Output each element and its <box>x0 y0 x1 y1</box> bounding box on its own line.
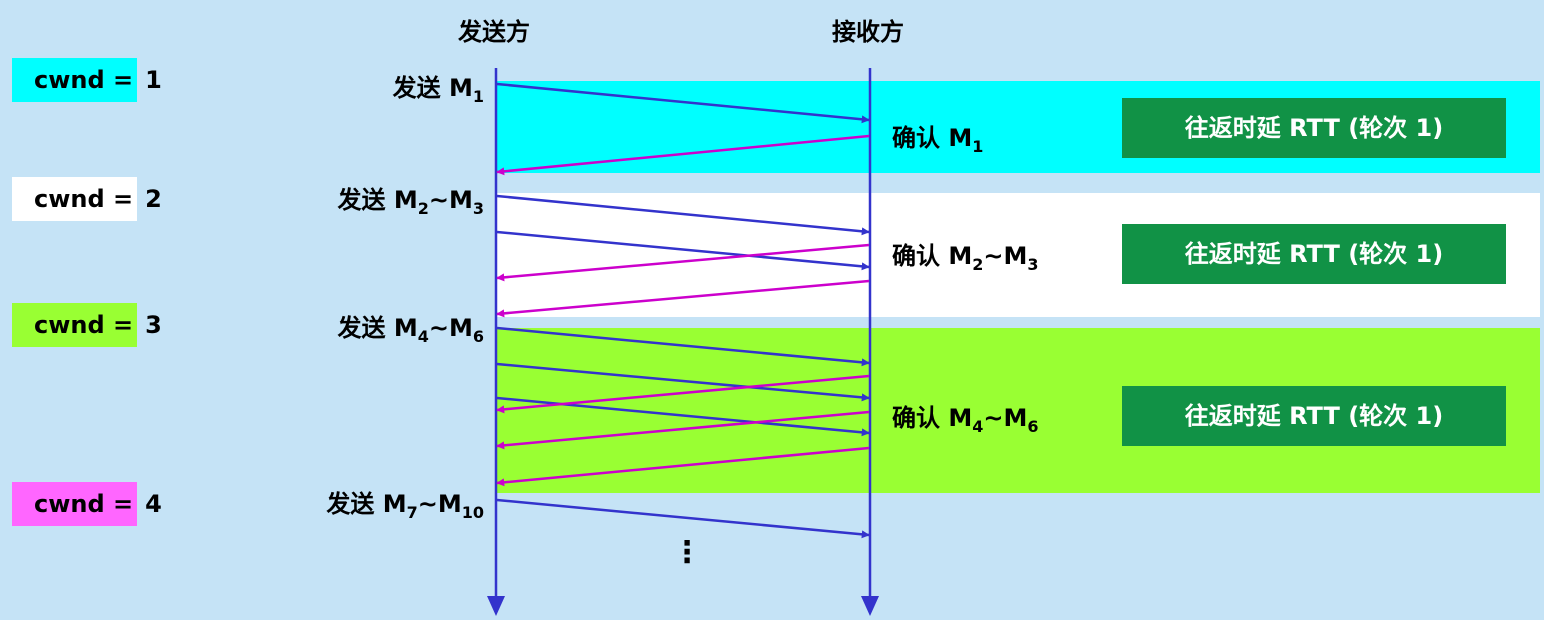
send-label-round-2: 发送 M2~M3 <box>337 186 484 218</box>
ack-arrow <box>496 279 870 318</box>
data-arrow <box>496 498 870 539</box>
cwnd-label-round-1: cwnd = 1 <box>12 58 162 102</box>
sender-header: 发送方 <box>458 18 530 46</box>
data-arrow <box>496 194 870 236</box>
cwnd-value: 1 <box>145 66 162 94</box>
cwnd-value: 2 <box>145 185 162 213</box>
send-label-round-1: 发送 M1 <box>392 74 484 106</box>
ack-arrow <box>496 243 870 282</box>
cwnd-label-round-3: cwnd = 3 <box>12 303 162 347</box>
data-arrow <box>496 326 870 367</box>
ellipsis: ⋮ <box>672 535 702 570</box>
cwnd-label-text: cwnd = <box>12 58 138 102</box>
send-label-round-4: 发送 M7~M10 <box>326 490 484 522</box>
cwnd-value: 4 <box>145 490 162 518</box>
cwnd-label-text: cwnd = <box>12 482 138 526</box>
ack-label-round-1: 确认 M1 <box>892 124 984 156</box>
cwnd-label-text: cwnd = <box>12 303 138 347</box>
sender-timeline-arrowhead <box>487 596 505 616</box>
data-arrow <box>496 230 870 271</box>
cwnd-value: 3 <box>145 311 162 339</box>
data-arrow <box>496 362 870 402</box>
send-label-round-3: 发送 M4~M6 <box>337 314 484 346</box>
rtt-box-round-1: 往返时延 RTT (轮次 1) <box>1122 98 1506 158</box>
cwnd-label-round-2: cwnd = 2 <box>12 177 162 221</box>
receiver-header: 接收方 <box>832 18 904 46</box>
ack-arrow <box>496 134 870 176</box>
data-arrow <box>496 82 870 124</box>
cwnd-label-text: cwnd = <box>12 177 138 221</box>
rtt-box-round-3: 往返时延 RTT (轮次 1) <box>1122 386 1506 446</box>
receiver-timeline-arrowhead <box>861 596 879 616</box>
ack-label-round-3: 确认 M4~M6 <box>892 404 1039 436</box>
ack-label-round-2: 确认 M2~M3 <box>892 242 1039 274</box>
ack-arrow <box>496 374 870 414</box>
ack-arrow <box>496 410 870 450</box>
cwnd-label-round-4: cwnd = 4 <box>12 482 162 526</box>
rtt-box-round-2: 往返时延 RTT (轮次 1) <box>1122 224 1506 284</box>
ack-arrow <box>496 446 870 487</box>
